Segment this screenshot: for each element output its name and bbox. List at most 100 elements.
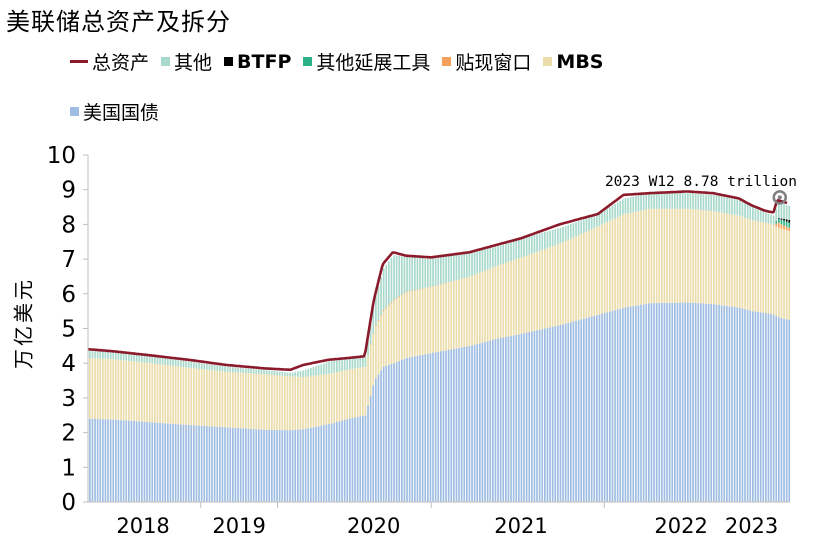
bar-segment-other <box>632 196 635 213</box>
bar-segment-treasuries <box>182 424 185 502</box>
bar-segment-other <box>221 366 224 372</box>
legend-label-other-facilities: 其他延展工具 <box>316 52 431 74</box>
bar-segment-other <box>164 358 167 365</box>
bar-segment-other <box>273 371 276 376</box>
bar-segment-other <box>692 193 694 210</box>
bar-segment-treasuries <box>681 302 684 502</box>
bar-segment-other <box>635 196 637 212</box>
bar-segment-treasuries <box>200 425 203 502</box>
bar-segment-other <box>336 360 338 373</box>
bar-segment-treasuries <box>549 327 551 502</box>
bar-segment-treasuries <box>437 351 440 502</box>
bar-segment-discount-window <box>788 227 791 231</box>
bar-segment-other <box>89 351 91 358</box>
bar-segment-mbs <box>263 374 265 430</box>
bar-segment-mbs <box>736 215 739 308</box>
bar-segment-mbs <box>187 367 190 425</box>
bar-segment-other <box>115 352 117 360</box>
bar-segment-mbs <box>606 222 609 313</box>
x-tick-label: 2022 <box>654 514 707 538</box>
bar-segment-other <box>770 214 772 225</box>
bar-segment-treasuries <box>138 421 141 502</box>
bar-segment-other <box>596 214 598 227</box>
bar-segment-mbs <box>450 281 453 350</box>
bar-segment-mbs <box>109 358 112 420</box>
bar-segment-other <box>642 194 645 211</box>
bar-segment-treasuries <box>372 385 375 502</box>
bar-segment-other <box>661 193 663 209</box>
bar-segment-mbs <box>492 267 494 340</box>
bar-segment-mbs <box>297 376 299 430</box>
bar-segment-other <box>697 193 700 210</box>
bar-segment-treasuries <box>468 346 471 502</box>
bar-segment-mbs <box>336 372 338 422</box>
bar-segment-mbs <box>489 268 492 341</box>
bar-segment-discount-window <box>393 299 395 301</box>
bar-segment-treasuries <box>211 426 213 502</box>
bar-segment-treasuries <box>362 415 364 502</box>
bar-segment-discount-window <box>375 325 377 326</box>
bar-segment-mbs <box>159 364 161 423</box>
bar-segment-treasuries <box>736 307 739 502</box>
bar-segment-treasuries <box>726 305 728 502</box>
bar-segment-mbs <box>203 369 206 426</box>
bar-segment-treasuries <box>263 429 265 502</box>
bar-segment-mbs <box>523 256 525 334</box>
bar-segment-treasuries <box>778 317 780 502</box>
bar-segment-mbs <box>221 371 224 428</box>
bar-segment-mbs <box>219 371 221 427</box>
bar-segment-treasuries <box>302 429 304 502</box>
bar-segment-other <box>403 256 406 294</box>
bar-segment-treasuries <box>512 335 515 502</box>
bar-segment-other <box>255 369 258 374</box>
bar-segment-mbs <box>133 361 135 422</box>
bar-segment-mbs <box>624 213 627 308</box>
bar-segment-discount-window <box>385 307 388 309</box>
bar-segment-treasuries <box>557 325 559 502</box>
bar-segment-mbs <box>312 375 315 428</box>
bar-segment-mbs <box>476 273 479 345</box>
bar-segment-treasuries <box>525 332 528 502</box>
bar-segment-mbs <box>180 366 182 425</box>
bar-segment-treasuries <box>473 344 476 502</box>
bar-segment-other <box>333 360 336 373</box>
bar-segment-other <box>754 208 757 221</box>
bar-segment-treasuries <box>629 306 632 502</box>
bar-segment-other <box>627 197 629 214</box>
bar-segment-other <box>567 224 570 240</box>
bar-segment-treasuries <box>671 302 674 502</box>
bar-segment-other <box>720 196 723 213</box>
legend-row-2: 美国国债 <box>70 98 171 125</box>
bar-segment-treasuries <box>255 429 258 502</box>
bar-segment-mbs <box>315 375 317 427</box>
bar-segment-mbs <box>713 211 715 305</box>
bar-segment-other <box>338 360 341 372</box>
bar-segment-mbs <box>635 211 637 306</box>
bar-segment-mbs <box>676 208 679 303</box>
bar-segment-treasuries <box>518 334 520 502</box>
bar-segment-other <box>624 198 627 214</box>
bar-segment-mbs <box>198 368 200 426</box>
bar-segment-mbs <box>276 375 278 430</box>
bar-segment-other <box>380 277 382 315</box>
bar-segment-treasuries <box>385 365 388 502</box>
bar-segment-other <box>731 198 733 215</box>
bar-segment-other-facilities <box>785 221 788 227</box>
bar-segment-mbs <box>533 252 536 331</box>
bar-segment-mbs <box>661 208 663 303</box>
bar-segment-treasuries <box>486 341 489 502</box>
bar-segment-other <box>759 210 762 222</box>
bar-segment-mbs <box>304 376 307 429</box>
bar-segment-treasuries <box>380 370 382 502</box>
y-tick-label: 9 <box>61 178 76 204</box>
bar-segment-other <box>187 361 190 368</box>
bar-segment-treasuries <box>741 308 744 502</box>
bar-segment-other <box>710 194 713 211</box>
bar-segment-mbs <box>650 208 653 304</box>
bar-segment-mbs <box>484 270 486 342</box>
bar-segment-other <box>354 358 356 369</box>
bar-segment-mbs <box>541 249 544 330</box>
bar-segment-treasuries <box>572 321 575 502</box>
bar-segment-treasuries <box>502 337 505 502</box>
bar-segment-mbs <box>260 374 263 430</box>
